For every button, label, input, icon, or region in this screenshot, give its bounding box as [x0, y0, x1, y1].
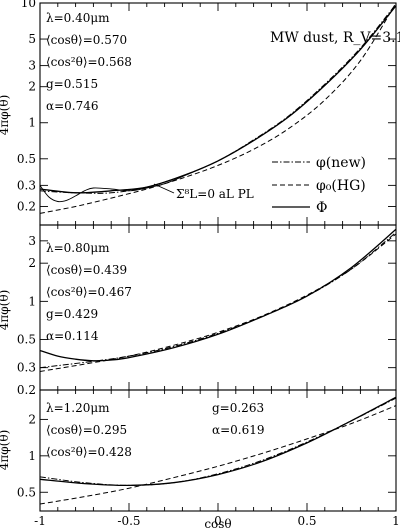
- y-tick-label: 0.3: [17, 178, 36, 192]
- x-tick-label: -1: [34, 514, 46, 528]
- y-tick-label: 10: [21, 0, 36, 10]
- y-tick-label: 0.2: [17, 199, 36, 213]
- panel-2-ann-3: g=0.429: [46, 307, 98, 321]
- legend-label-new: φ(new): [316, 155, 366, 171]
- panel-1: 4πφ(θ) MW dust, R_V=3.1 λ=0.40μm ⟨cosθ⟩=…: [0, 0, 400, 226]
- panel-1-ann-1: ⟨cosθ⟩=0.570: [46, 33, 127, 47]
- panel-3-axes: 0.5 1 2 -1 -0.5 0 0.5 1: [17, 390, 400, 528]
- y-tick-label: 2: [28, 256, 36, 270]
- panel-2-curves: [39, 228, 397, 372]
- panel-3-ann-4: α=0.619: [212, 423, 265, 437]
- panel-1-axes: 0.2 0.3 0.5 1 2 3 5 10: [17, 0, 397, 225]
- y-tick-label: 0.2: [17, 383, 36, 397]
- series-line-1: [39, 2, 397, 214]
- x-tick-label: -0.5: [117, 514, 140, 528]
- y-tick-label: 2: [28, 412, 36, 426]
- panel-1-ylabel: 4πφ(θ): [0, 95, 11, 136]
- panel-2-ann-2: ⟨cos²θ⟩=0.467: [46, 285, 132, 299]
- panel-1-callout: Σ⁸L=0 aL PL: [176, 187, 254, 201]
- y-tick-label: 0.5: [17, 333, 36, 347]
- y-tick-label: 1: [28, 294, 36, 308]
- x-tick-label: 1: [392, 514, 400, 528]
- y-tick-label: 5: [28, 32, 36, 46]
- panel-2-ann-4: α=0.114: [46, 329, 99, 343]
- y-tick-label: 1: [28, 116, 36, 130]
- y-tick-label: 0.5: [17, 485, 36, 499]
- legend: φ(new) φ₀(HG) Φ: [272, 155, 366, 216]
- panel-1-title: MW dust, R_V=3.1: [270, 30, 400, 46]
- y-tick-label: 2: [28, 80, 36, 94]
- panel-3: 4πφ(θ) λ=1.20μm ⟨cosθ⟩=0.295 ⟨cos²θ⟩=0.4…: [0, 389, 400, 531]
- panel-1-ann-4: α=0.746: [46, 99, 99, 113]
- y-tick-label: 0.3: [17, 361, 36, 375]
- series-line-3: [39, 5, 397, 203]
- panel-1-ann-2: ⟨cos²θ⟩=0.568: [46, 55, 132, 69]
- panel-2-ann-0: λ=0.80μm: [46, 241, 110, 255]
- series-line-2: [39, 228, 397, 362]
- panel-1-curves: [39, 2, 397, 214]
- panel-3-ann-3: g=0.263: [212, 401, 264, 415]
- panel-3-ylabel: 4πφ(θ): [0, 430, 11, 471]
- y-tick-label: 1: [28, 449, 36, 463]
- panel-3-ann-1: ⟨cosθ⟩=0.295: [46, 423, 127, 437]
- x-axis-label: cosθ: [204, 517, 231, 531]
- legend-label-phi: Φ: [316, 200, 327, 216]
- panel-2: 4πφ(θ) λ=0.80μm ⟨cosθ⟩=0.439 ⟨cos²θ⟩=0.4…: [0, 224, 397, 397]
- panel-2-ylabel: 4πφ(θ): [0, 290, 11, 331]
- legend-label-hg: φ₀(HG): [316, 178, 366, 194]
- panel-1-ann-3: g=0.515: [46, 77, 98, 91]
- y-tick-label: 3: [28, 234, 36, 248]
- panel-3-ann-0: λ=1.20μm: [46, 401, 110, 415]
- series-line-1: [39, 405, 397, 505]
- panel-3-curves: [39, 396, 397, 505]
- panel-1-ann-0: λ=0.40μm: [46, 11, 110, 25]
- series-line-0: [39, 3, 397, 194]
- panel-2-ann-1: ⟨cosθ⟩=0.439: [46, 263, 127, 277]
- y-tick-label: 0.5: [17, 152, 36, 166]
- y-tick-label: 3: [28, 59, 36, 73]
- x-tick-label: 0: [214, 514, 222, 528]
- x-tick-label: 0.5: [297, 514, 316, 528]
- series-line-2: [39, 396, 397, 487]
- panel-3-ann-2: ⟨cos²θ⟩=0.428: [46, 445, 132, 459]
